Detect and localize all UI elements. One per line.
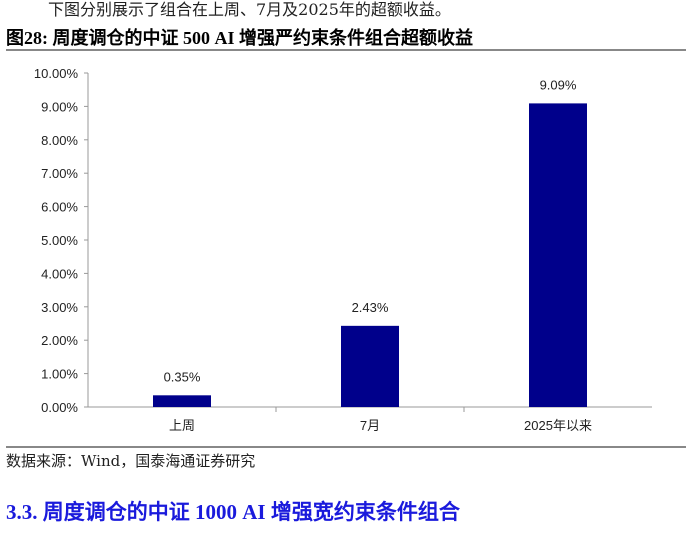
data-label: 2.43% (352, 300, 389, 315)
y-tick-label: 0.00% (41, 400, 78, 415)
figure-title: 图28: 周度调仓的中证 500 AI 增强严约束条件组合超额收益 (6, 28, 473, 48)
data-label: 9.09% (540, 77, 577, 92)
section-heading: 3.3. 周度调仓的中证 1000 AI 增强宽约束条件组合 (6, 500, 460, 524)
title-divider (6, 49, 686, 51)
data-label: 0.35% (164, 369, 201, 384)
bar (341, 325, 399, 407)
y-tick-label: 6.00% (41, 200, 78, 215)
bar (529, 103, 587, 408)
y-tick-label: 10.00% (34, 66, 79, 81)
x-tick-label: 上周 (169, 418, 195, 433)
y-tick-label: 7.00% (41, 166, 78, 181)
y-tick-label: 5.00% (41, 233, 78, 248)
data-source: 数据来源：Wind，国泰海通证券研究 (6, 452, 256, 470)
y-tick-label: 4.00% (41, 266, 78, 281)
y-tick-label: 8.00% (41, 133, 78, 148)
y-tick-label: 3.00% (41, 300, 78, 315)
intro-text: 下图分别展示了组合在上周、7月及2025年的超额收益。 (48, 0, 451, 19)
x-tick-label: 7月 (360, 418, 380, 433)
bar (153, 395, 211, 407)
y-tick-label: 2.00% (41, 333, 78, 348)
x-tick-label: 2025年以来 (524, 418, 592, 433)
bar-chart: 0.00% 1.00% 2.00% 3.00% 4.00% 5.00% 6.00% 7.00%… (34, 66, 652, 433)
y-tick-label: 9.00% (41, 99, 78, 114)
y-tick-label: 1.00% (41, 367, 78, 382)
source-divider (6, 446, 686, 448)
